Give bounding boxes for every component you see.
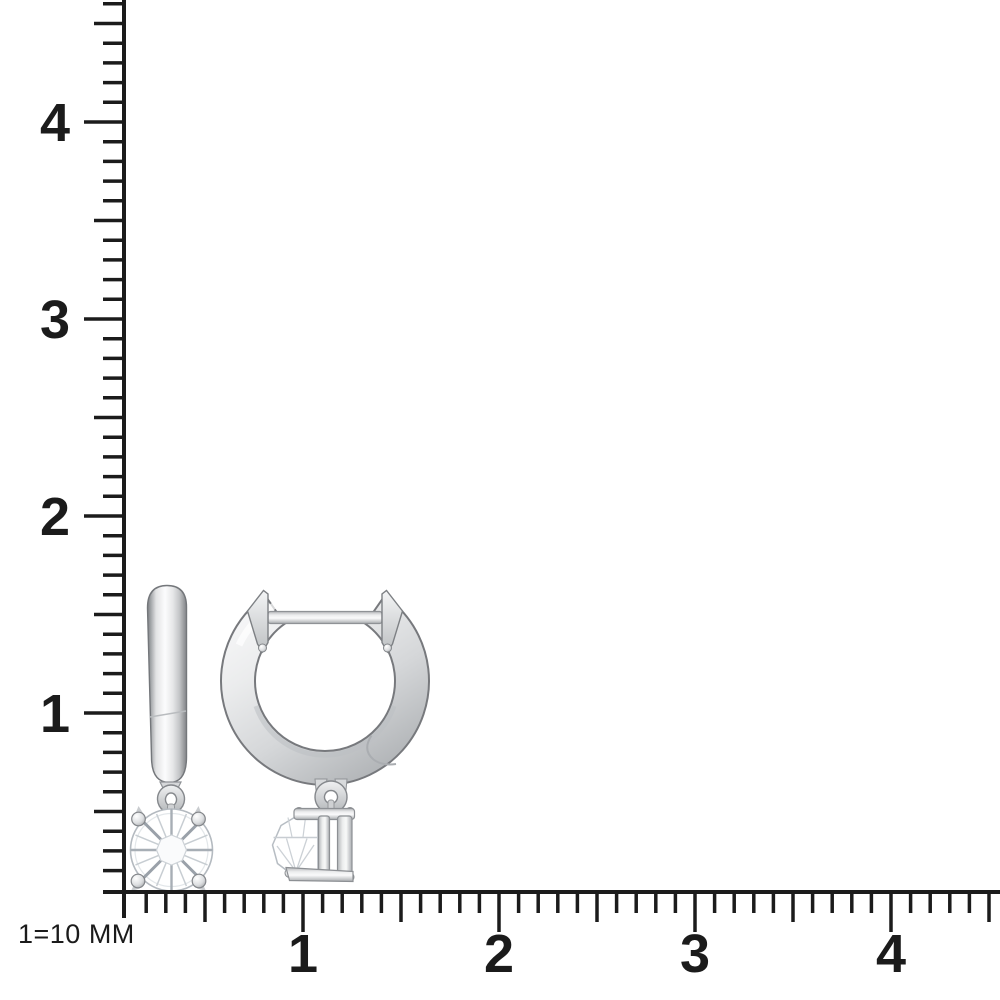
right-earring-illustration (220, 589, 430, 883)
left-hinge-flag (246, 589, 269, 654)
clasp-seam (366, 734, 397, 766)
ring-inner-shadow (253, 705, 397, 758)
dangle-basket (271, 807, 356, 883)
horizontal-ruler: 1 2 3 4 (103, 890, 1000, 984)
right-hinge-flag (381, 589, 404, 654)
vertical-ruler-number: 1 (40, 684, 70, 744)
vertical-ruler-number: 3 (40, 290, 70, 350)
hoop-side-bar (146, 584, 188, 784)
horizontal-ruler-number: 3 (680, 924, 710, 984)
diamond-facet-lines (135, 813, 208, 887)
pavilion-facet-lines (276, 838, 315, 872)
basket-middle-bar (317, 815, 331, 877)
horizontal-ruler-number: 1 (288, 924, 318, 984)
vertical-ruler-number: 4 (40, 93, 70, 153)
hoop-ring (220, 594, 430, 786)
right-flag-tip (383, 643, 392, 653)
scale-note-label: 1=10 MM (18, 919, 135, 949)
diamond-table (155, 834, 188, 866)
left-flag-tip (258, 643, 267, 653)
prong-balls (130, 806, 207, 891)
crown-facet-lines (287, 817, 307, 838)
round-diamond (129, 808, 214, 892)
horizontal-ruler-number: 2 (484, 924, 514, 984)
hoop-hinge-seam (149, 710, 187, 718)
vertical-ruler: 4 3 2 1 (40, 0, 126, 918)
horizontal-ruler-number: 4 (876, 924, 906, 984)
basket-bottom-bar (285, 866, 354, 883)
vertical-ruler-number: 2 (40, 487, 70, 547)
left-earring-illustration (129, 584, 214, 892)
hinge-post (267, 610, 383, 625)
